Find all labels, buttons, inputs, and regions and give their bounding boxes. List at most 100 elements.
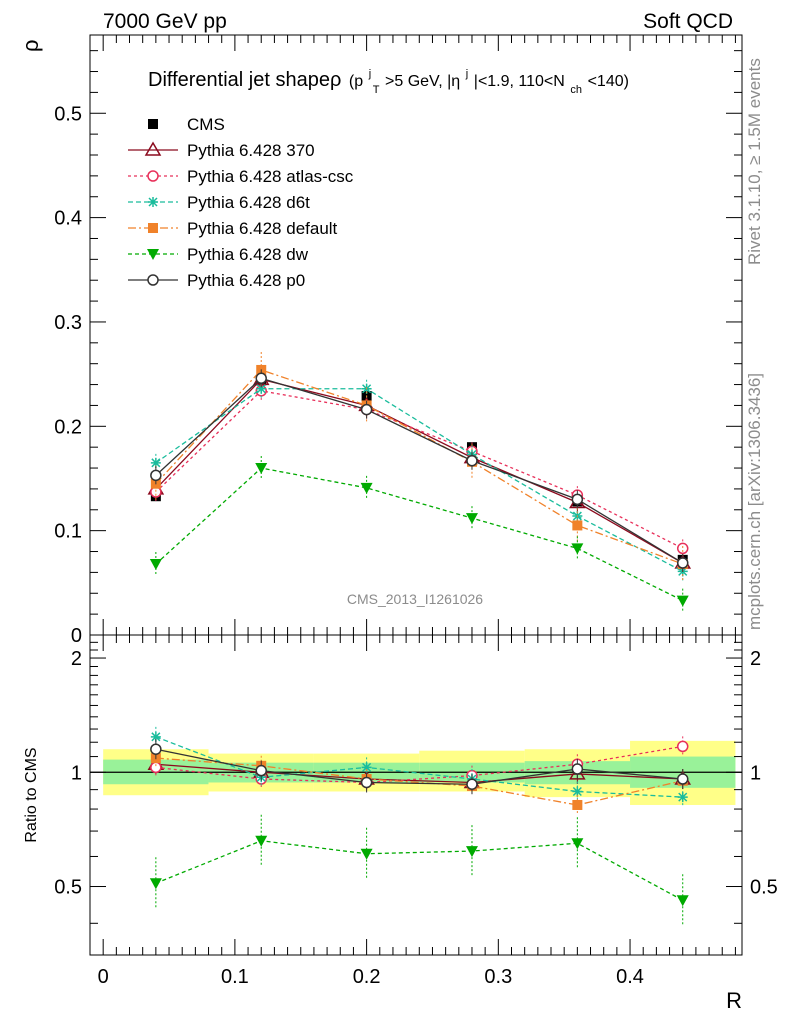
ratio-tick-label-right: 0.5 bbox=[750, 877, 778, 899]
data-point bbox=[149, 559, 162, 571]
main-panel-series bbox=[147, 351, 692, 613]
ratio-point bbox=[572, 786, 583, 797]
title-p-open: (p bbox=[349, 73, 363, 90]
main-panel-ticks: 0 0.1 0.2 0.3 0.4 0.5 bbox=[54, 35, 742, 647]
ratio-axis-label: Ratio to CMS bbox=[23, 747, 40, 842]
ratio-point bbox=[361, 762, 372, 773]
legend-label: Pythia 6.428 d6t bbox=[187, 193, 310, 212]
title-n-cond: <140) bbox=[588, 73, 629, 90]
legend-label: CMS bbox=[187, 115, 225, 134]
data-point bbox=[255, 372, 267, 385]
ratio-point bbox=[150, 743, 162, 755]
legend-label: Pythia 6.428 atlas-csc bbox=[187, 167, 354, 186]
x-tick-label: 0.1 bbox=[221, 966, 249, 988]
data-point bbox=[571, 543, 584, 555]
legend-marker bbox=[148, 223, 158, 233]
ratio-tick-label-right: 2 bbox=[750, 648, 761, 670]
ratio-tick-label: 0.5 bbox=[54, 877, 82, 899]
series-3 bbox=[150, 379, 688, 581]
ratio-line bbox=[155, 745, 683, 784]
legend-label: Pythia 6.428 370 bbox=[187, 141, 315, 160]
y-tick-label: 0.1 bbox=[54, 521, 82, 543]
title-n-sub: ch bbox=[570, 84, 582, 96]
main-panel: 0 0.1 0.2 0.3 0.4 0.5 ρ CMS_2013_I1261026 Dif… bbox=[18, 34, 743, 647]
x-tick-label: 0.3 bbox=[484, 966, 512, 988]
series-5 bbox=[149, 456, 689, 613]
data-point bbox=[150, 469, 162, 482]
legend-marker bbox=[144, 141, 162, 156]
ratio-panel-frame bbox=[89, 634, 743, 956]
mcplots-credit: mcplots.cern.ch [arXiv:1306.3436] bbox=[745, 373, 764, 630]
header-process: Soft QCD bbox=[643, 10, 733, 33]
ratio-point bbox=[676, 773, 689, 785]
legend-entry: CMS bbox=[148, 115, 225, 134]
x-tick-label: 0.4 bbox=[616, 966, 644, 988]
data-point bbox=[360, 403, 373, 416]
legend: CMS Pythia 6.428 370 Pythia 6.428 atlas-cs… bbox=[128, 115, 354, 290]
ratio-line bbox=[155, 840, 684, 901]
title-p-sub: T bbox=[373, 84, 380, 96]
data-point bbox=[676, 595, 689, 607]
legend-label: Pythia 6.428 dw bbox=[187, 245, 309, 264]
series-line bbox=[155, 390, 684, 549]
ratio-panel-series bbox=[147, 726, 692, 927]
legend-entry: Pythia 6.428 p0 bbox=[128, 271, 305, 290]
legend-marker bbox=[147, 274, 159, 286]
analysis-watermark: CMS_2013_I1261026 bbox=[347, 591, 483, 607]
title-eta-sup: j bbox=[465, 68, 468, 80]
y-tick-label: 0.5 bbox=[54, 103, 82, 125]
ratio-line bbox=[155, 763, 683, 784]
ratio-tick-label: 1 bbox=[71, 762, 82, 784]
legend-marker bbox=[148, 119, 158, 129]
x-tick-label: 0.2 bbox=[353, 966, 381, 988]
title-main: Differential jet shapeρ bbox=[148, 69, 341, 91]
data-point bbox=[150, 457, 161, 468]
ratio-point bbox=[572, 799, 583, 810]
rivet-version: Rivet 3.1.10, ≥ 1.5M events bbox=[745, 58, 764, 265]
ratio-line bbox=[155, 748, 683, 785]
ratio-point bbox=[255, 835, 268, 847]
legend-label: Pythia 6.428 default bbox=[187, 219, 338, 238]
ratio-point bbox=[676, 895, 689, 907]
ratio-series-5 bbox=[150, 739, 689, 795]
header-energy: 7000 GeV pp bbox=[103, 10, 227, 33]
ratio-point bbox=[571, 838, 584, 850]
ratio-point bbox=[255, 764, 267, 777]
legend-marker bbox=[147, 170, 159, 182]
ratio-point bbox=[150, 761, 162, 774]
data-point bbox=[255, 463, 268, 475]
legend-entry: Pythia 6.428 d6t bbox=[128, 193, 310, 212]
series-6 bbox=[150, 369, 689, 572]
series-line bbox=[155, 377, 684, 564]
data-point bbox=[256, 383, 267, 394]
title-p-sup: j bbox=[368, 68, 371, 80]
ratio-point bbox=[150, 731, 161, 742]
legend-marker bbox=[148, 197, 158, 207]
ratio-point bbox=[466, 778, 478, 790]
x-tick-label: 0 bbox=[98, 966, 109, 988]
series-1 bbox=[147, 370, 692, 572]
chart-title: Differential jet shapeρ (p j T >5 GeV, |… bbox=[148, 60, 629, 98]
y-tick-label: 0.4 bbox=[54, 208, 82, 230]
title-eta-cond: |<1.9, 110<N bbox=[474, 73, 565, 90]
ratio-point bbox=[360, 776, 373, 789]
legend-label: Pythia 6.428 p0 bbox=[187, 271, 305, 290]
legend-entry: Pythia 6.428 default bbox=[128, 219, 338, 238]
ratio-point bbox=[676, 740, 689, 753]
x-axis-label: R bbox=[726, 988, 742, 1013]
ratio-point bbox=[571, 763, 584, 775]
ratio-panel-ticks: 0 0.1 0.2 0.3 0.4 0.5 0.5 1 1 2 2 bbox=[54, 635, 778, 988]
series-line bbox=[155, 378, 684, 564]
ratio-point bbox=[360, 848, 373, 860]
ratio-tick-label-right: 1 bbox=[750, 762, 761, 784]
ratio-line bbox=[155, 736, 683, 798]
ratio-tick-label: 2 bbox=[71, 648, 82, 670]
data-point bbox=[465, 513, 478, 525]
ratio-panel: 0 0.1 0.2 0.3 0.4 0.5 0.5 1 1 2 2 Ratio to CMS R bbox=[23, 634, 778, 1013]
legend-entry: Pythia 6.428 370 bbox=[128, 141, 315, 160]
legend-marker bbox=[147, 249, 159, 260]
ratio-point bbox=[149, 878, 162, 890]
ratio-series-4 bbox=[149, 814, 689, 927]
y-tick-label: 0.2 bbox=[54, 416, 82, 438]
